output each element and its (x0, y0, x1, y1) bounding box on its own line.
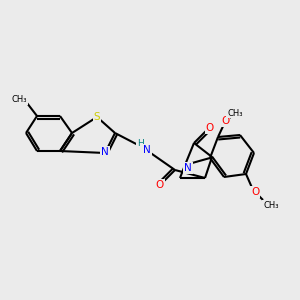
Text: O: O (221, 116, 229, 126)
Text: CH₃: CH₃ (227, 109, 243, 118)
Text: CH₃: CH₃ (263, 200, 279, 209)
Text: O: O (156, 180, 164, 190)
Text: N: N (101, 147, 109, 157)
Text: H: H (136, 140, 143, 148)
Text: CH₃: CH₃ (11, 95, 27, 104)
Text: N: N (143, 145, 151, 155)
Text: S: S (94, 112, 100, 122)
Text: N: N (184, 163, 192, 173)
Text: O: O (206, 123, 214, 133)
Text: O: O (251, 187, 259, 197)
